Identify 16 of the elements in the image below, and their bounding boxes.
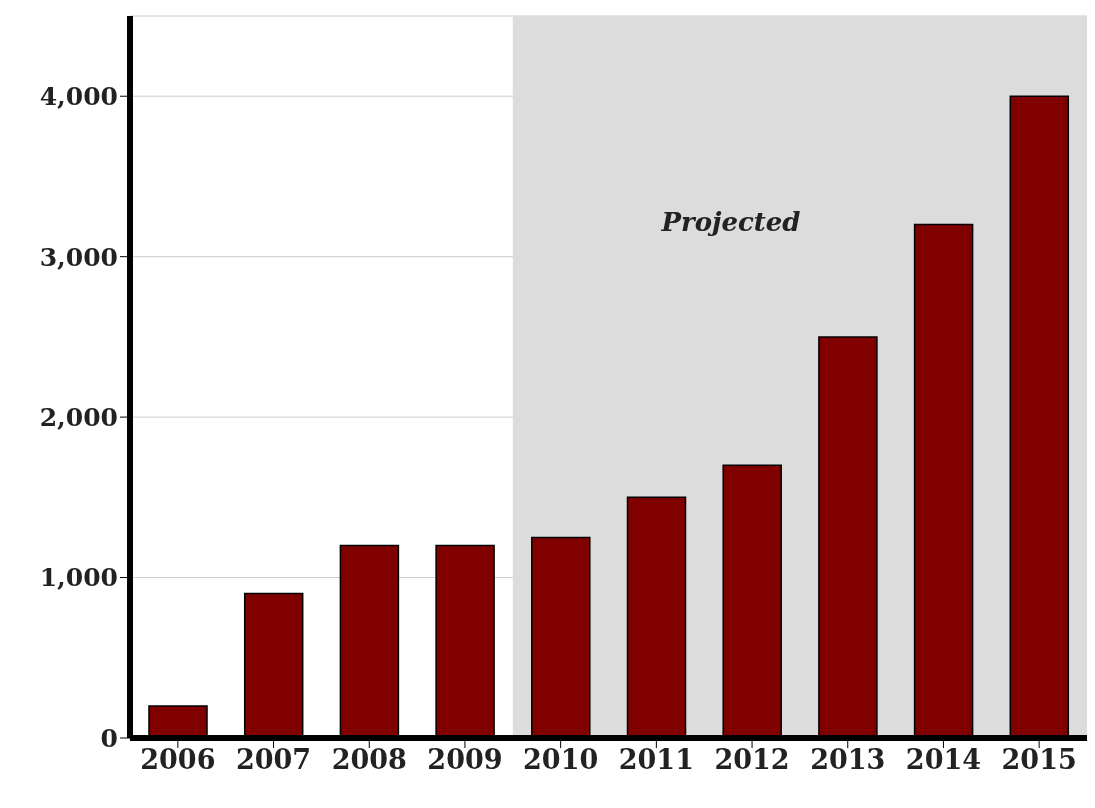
- y-tick-label: 1,000: [39, 563, 118, 593]
- y-tick-label: 4,000: [39, 82, 118, 112]
- x-tick-label: 2015: [1001, 744, 1077, 776]
- x-tick-label: 2014: [905, 744, 982, 776]
- y-tick-label: 2,000: [39, 402, 118, 432]
- x-tick-label: 2010: [523, 744, 599, 776]
- x-tick-label: 2006: [140, 744, 216, 776]
- x-tick-label: 2011: [618, 744, 694, 776]
- x-tick-label: 2008: [331, 744, 407, 776]
- x-tick-label: 2009: [427, 744, 503, 776]
- y-tick-label: 3,000: [39, 242, 118, 272]
- x-tick-label: 2013: [810, 744, 886, 776]
- x-tick-label: 2012: [714, 744, 790, 776]
- x-tick-label: 2007: [235, 744, 312, 776]
- y-tick-label: 0: [100, 723, 118, 753]
- band-label: Projected: [660, 207, 801, 237]
